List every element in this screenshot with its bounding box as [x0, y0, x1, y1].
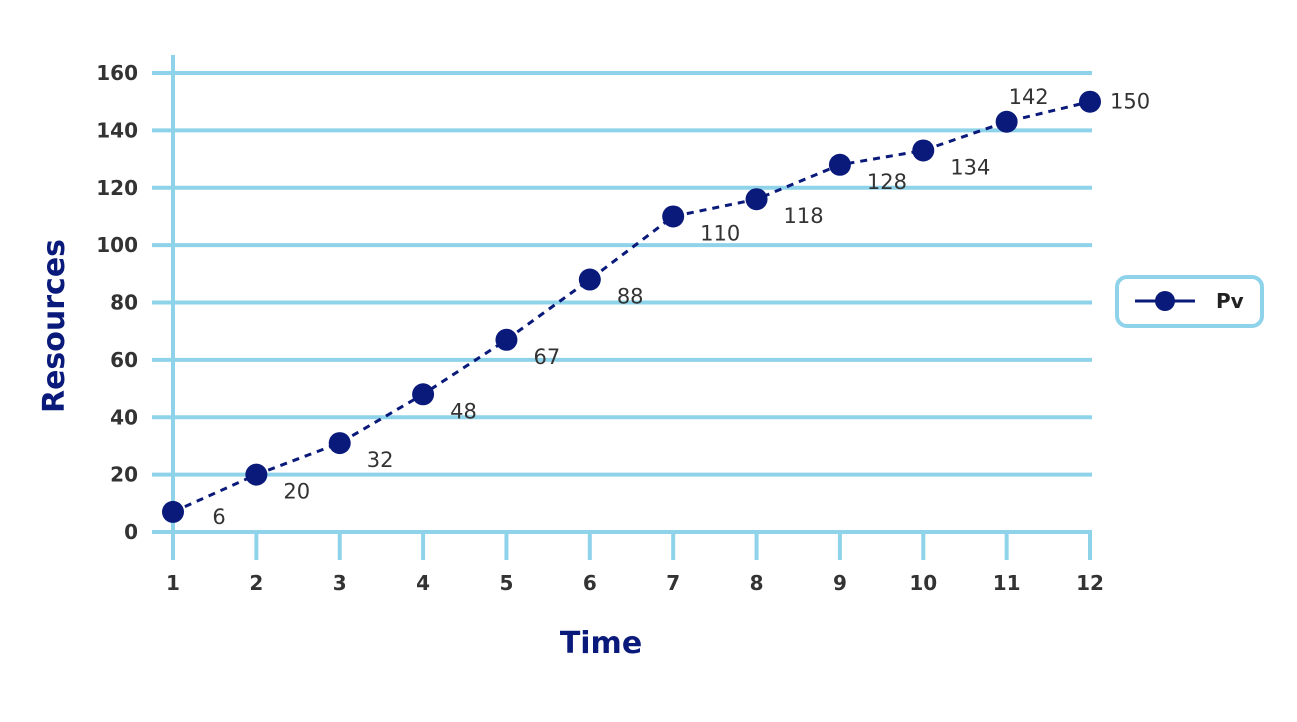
legend-marker-swatch	[1155, 291, 1175, 311]
x-axis-title: Time	[560, 626, 642, 661]
x-tick-label-3: 3	[333, 571, 347, 595]
x-tick-label-2: 2	[249, 571, 263, 595]
y-tick-label-100: 100	[96, 233, 138, 257]
y-tick-label-0: 0	[124, 520, 138, 544]
data-label-12: 150	[1110, 90, 1150, 114]
y-tick-label-120: 120	[96, 176, 138, 200]
y-tick-label-140: 140	[96, 118, 138, 142]
x-axis-ticks: 1 2 3 4 5 6 7 8 9 10 11 12	[166, 571, 1104, 595]
x-tick-label-4: 4	[416, 571, 430, 595]
legend-label-pv: Pv	[1216, 289, 1244, 313]
x-tick-label-11: 11	[993, 571, 1021, 595]
data-point-11	[995, 110, 1018, 133]
data-point-5	[495, 328, 518, 351]
y-tick-label-20: 20	[110, 463, 138, 487]
data-label-9: 128	[867, 170, 907, 194]
data-label-5: 67	[533, 345, 560, 369]
y-axis-ticks: 0 20 40 60 80 100 120 140 160	[96, 61, 138, 544]
x-tick-label-9: 9	[833, 571, 847, 595]
x-tick-label-12: 12	[1076, 571, 1104, 595]
y-tick-label-40: 40	[110, 405, 138, 429]
data-label-10: 134	[950, 155, 990, 179]
data-point-1	[162, 500, 184, 523]
data-label-6: 88	[617, 285, 644, 309]
data-label-2: 20	[283, 480, 310, 504]
data-label-1: 6	[212, 505, 225, 529]
data-point-12	[1079, 90, 1101, 113]
data-point-2	[245, 463, 268, 486]
y-tick-label-160: 160	[96, 61, 138, 85]
gridlines	[152, 55, 1092, 560]
data-point-10	[912, 139, 935, 162]
y-axis-title: Resources	[37, 239, 72, 413]
data-label-11: 142	[1009, 85, 1049, 109]
x-tick-label-7: 7	[666, 571, 680, 595]
y-tick-label-80: 80	[110, 291, 138, 315]
y-tick-label-60: 60	[110, 348, 138, 372]
x-tick-label-6: 6	[583, 571, 597, 595]
x-tick-label-1: 1	[166, 571, 180, 595]
legend: Pv	[1115, 275, 1264, 328]
x-tick-label-10: 10	[909, 571, 937, 595]
x-tick-label-5: 5	[499, 571, 513, 595]
series-pv	[162, 90, 1101, 523]
x-tick-label-8: 8	[750, 571, 764, 595]
data-point-7	[662, 205, 685, 228]
data-label-7: 110	[700, 221, 740, 245]
data-point-6	[578, 268, 601, 291]
data-label-8: 118	[784, 204, 824, 228]
data-point-3	[328, 432, 351, 455]
series-line-pv	[172, 100, 1091, 514]
data-label-3: 32	[367, 448, 394, 472]
data-point-8	[745, 188, 768, 211]
data-point-9	[828, 153, 851, 176]
data-label-4: 48	[450, 399, 477, 423]
data-point-4	[412, 383, 435, 406]
data-labels: 6 20 32 48 67 88 110 118 128 134 142 150	[212, 85, 1150, 529]
